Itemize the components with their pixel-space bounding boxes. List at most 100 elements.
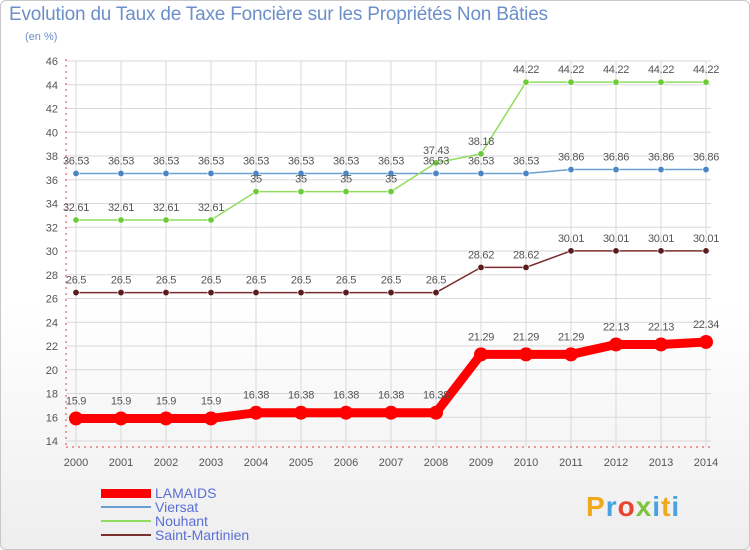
y-tick-label: 36 (46, 175, 58, 187)
logo-letter: x (635, 491, 653, 522)
x-tick-label: 2008 (424, 457, 448, 469)
y-tick-label: 42 (46, 104, 58, 116)
data-label: 32.61 (198, 202, 224, 214)
data-label: 16.38 (243, 390, 269, 402)
legend-label: Saint-Martinien (155, 527, 250, 543)
data-point (342, 169, 350, 177)
data-point (474, 347, 488, 362)
logo-letter: i (671, 491, 681, 522)
data-point (657, 166, 665, 174)
data-point (72, 216, 80, 224)
data-point (297, 188, 305, 196)
data-label: 35 (295, 174, 307, 186)
data-point (387, 188, 395, 196)
data-label: 44.22 (558, 64, 584, 76)
data-label: 16.38 (378, 390, 404, 402)
data-label: 16.38 (288, 390, 314, 402)
data-point (162, 169, 170, 177)
data-label: 21.29 (468, 331, 494, 343)
data-label: 15.9 (201, 395, 221, 407)
data-label: 36.53 (153, 155, 179, 167)
data-point (477, 169, 485, 177)
data-label: 30.01 (558, 233, 584, 245)
data-point (612, 247, 620, 255)
x-tick-label: 2007 (379, 457, 403, 469)
data-label: 26.5 (156, 275, 176, 287)
y-tick-label: 44 (46, 80, 58, 92)
data-label: 28.62 (513, 249, 539, 261)
data-point (519, 347, 533, 362)
data-label: 36.53 (513, 155, 539, 167)
data-point (114, 411, 128, 426)
data-label: 44.22 (603, 64, 629, 76)
data-label: 44.22 (513, 64, 539, 76)
data-point (69, 411, 83, 426)
y-axis-label: (en %) (25, 31, 58, 43)
logo-letter: r (605, 491, 618, 522)
legend-label: Nouhant (155, 513, 208, 529)
data-point (387, 289, 395, 297)
data-label: 30.01 (603, 233, 629, 245)
data-point (567, 247, 575, 255)
data-point (297, 289, 305, 297)
logo-letter: P (586, 491, 606, 522)
data-point (162, 216, 170, 224)
data-point (117, 216, 125, 224)
data-label: 36.53 (288, 155, 314, 167)
data-label: 38.18 (468, 136, 494, 148)
data-point (204, 411, 218, 426)
data-point (342, 188, 350, 196)
y-tick-label: 46 (46, 56, 58, 68)
x-tick-label: 2009 (469, 457, 493, 469)
data-point (477, 263, 485, 271)
data-label: 22.34 (693, 319, 719, 331)
data-label: 15.9 (111, 395, 131, 407)
data-point (612, 166, 620, 174)
data-point (117, 289, 125, 297)
data-label: 44.22 (693, 64, 719, 76)
x-tick-label: 2003 (199, 457, 223, 469)
data-label: 36.86 (648, 152, 674, 164)
y-tick-label: 20 (46, 365, 58, 377)
data-label: 36.53 (243, 155, 269, 167)
data-label: 36.86 (603, 152, 629, 164)
data-label: 30.01 (693, 233, 719, 245)
data-point (564, 347, 578, 362)
data-label: 22.13 (648, 321, 674, 333)
data-point (207, 289, 215, 297)
x-tick-label: 2004 (244, 457, 268, 469)
data-point (522, 169, 530, 177)
y-tick-label: 14 (46, 436, 58, 448)
data-label: 36.53 (108, 155, 134, 167)
data-label: 15.9 (66, 395, 86, 407)
data-label: 36.53 (378, 155, 404, 167)
data-point (657, 78, 665, 86)
x-tick-label: 2006 (334, 457, 358, 469)
data-point (429, 405, 443, 420)
data-label: 36.86 (558, 152, 584, 164)
data-label: 22.13 (603, 321, 629, 333)
y-tick-label: 18 (46, 389, 58, 401)
data-label: 21.29 (513, 331, 539, 343)
data-label: 32.61 (153, 202, 179, 214)
data-label: 26.5 (111, 275, 131, 287)
data-point (522, 78, 530, 86)
x-tick-label: 2013 (649, 457, 673, 469)
data-point (384, 405, 398, 420)
data-point (432, 289, 440, 297)
x-tick-label: 2011 (559, 457, 583, 469)
logo-letter: t (661, 491, 672, 522)
logo-letter: o (617, 491, 636, 522)
data-label: 36.53 (198, 155, 224, 167)
data-label: 16.38 (423, 390, 449, 402)
y-tick-label: 24 (46, 317, 58, 329)
chart-title: Evolution du Taux de Taxe Foncière sur l… (9, 4, 548, 25)
data-label: 26.5 (336, 275, 356, 287)
data-point (387, 169, 395, 177)
data-label: 15.9 (156, 395, 176, 407)
data-point (654, 337, 668, 352)
legend-swatch (101, 520, 151, 522)
y-tick-label: 28 (46, 270, 58, 282)
